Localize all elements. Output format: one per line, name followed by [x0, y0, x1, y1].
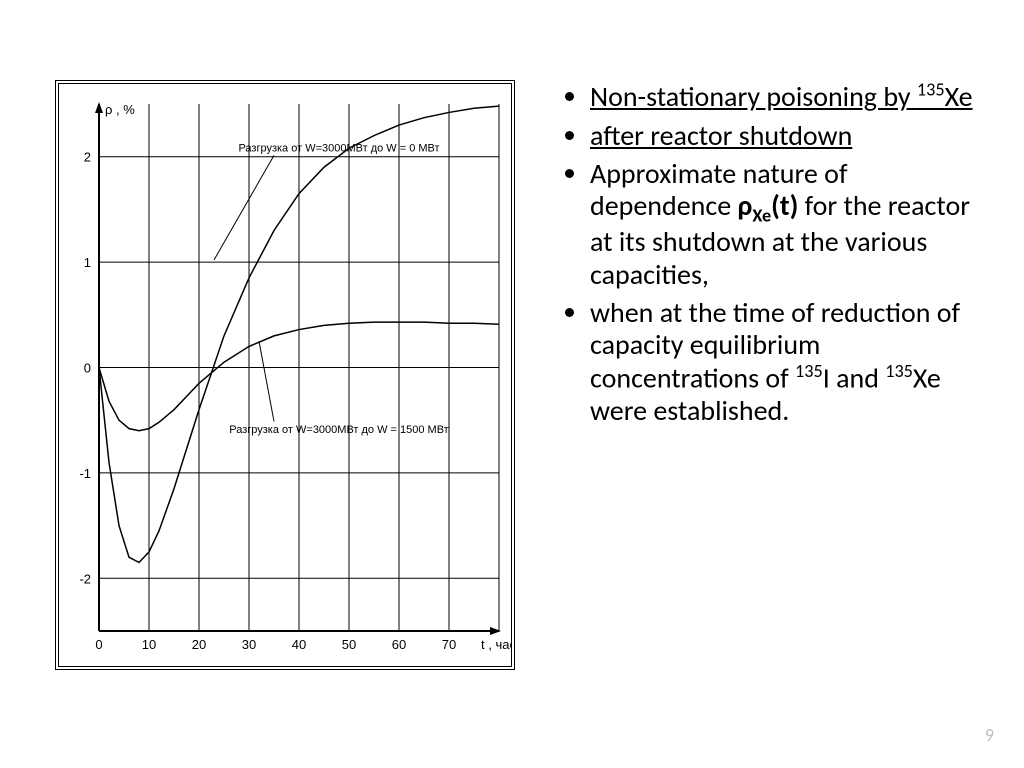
svg-text:ρ , %: ρ , % — [105, 102, 135, 117]
text-column: Non-stationary poisoning by 135Xe after … — [550, 80, 990, 433]
bullet-2: after reactor shutdown — [590, 120, 990, 152]
bullet-3: Approximate nature of dependence ρXe(t) … — [590, 158, 990, 291]
bullet-3-sub: Xe — [752, 204, 771, 226]
svg-text:-1: -1 — [79, 466, 91, 481]
bullet-3-arg: (t) — [771, 188, 798, 223]
slide: 0 10 20 30 40 50 60 70 -2 -1 0 1 2 ρ , % t , час Разгру… — [0, 0, 1024, 768]
bullet-1-text: Non-stationary poisoning by — [590, 79, 917, 114]
svg-text:0: 0 — [95, 637, 102, 652]
svg-text:40: 40 — [292, 637, 306, 652]
svg-text:10: 10 — [142, 637, 156, 652]
bullet-list: Non-stationary poisoning by 135Xe after … — [550, 80, 990, 427]
svg-text:-2: -2 — [79, 571, 91, 586]
bullet-4-mid1: I and — [823, 360, 886, 395]
svg-text:30: 30 — [242, 637, 256, 652]
bullet-4-sup1: 135 — [795, 360, 823, 382]
bullet-1-sup: 135 — [917, 79, 945, 101]
bullet-2-text: after reactor shutdown — [590, 118, 852, 153]
svg-text:70: 70 — [442, 637, 456, 652]
svg-text:2: 2 — [84, 150, 91, 165]
svg-text:20: 20 — [192, 637, 206, 652]
page-number: 9 — [985, 724, 994, 746]
bullet-4-sup2: 135 — [885, 360, 913, 382]
svg-text:1: 1 — [84, 255, 91, 270]
svg-text:60: 60 — [392, 637, 406, 652]
bullet-3-rho: ρ — [737, 188, 752, 223]
bullet-1-suffix: Xe — [945, 79, 973, 114]
svg-text:Разгрузка от W=3000МВт до W =: Разгрузка от W=3000МВт до W = 0 МВт — [238, 142, 439, 154]
svg-text:50: 50 — [342, 637, 356, 652]
svg-text:Разгрузка от W=3000МВт до W =: Разгрузка от W=3000МВт до W = 1500 МВт — [229, 424, 448, 436]
svg-text:t , час: t , час — [481, 637, 511, 652]
bullet-4: when at the time of reduction of capacit… — [590, 297, 990, 427]
bullet-1: Non-stationary poisoning by 135Xe — [590, 80, 990, 114]
chart-frame: 0 10 20 30 40 50 60 70 -2 -1 0 1 2 ρ , % t , час Разгру… — [55, 80, 515, 670]
xenon-chart: 0 10 20 30 40 50 60 70 -2 -1 0 1 2 ρ , % t , час Разгру… — [59, 84, 511, 666]
svg-text:0: 0 — [84, 361, 91, 376]
